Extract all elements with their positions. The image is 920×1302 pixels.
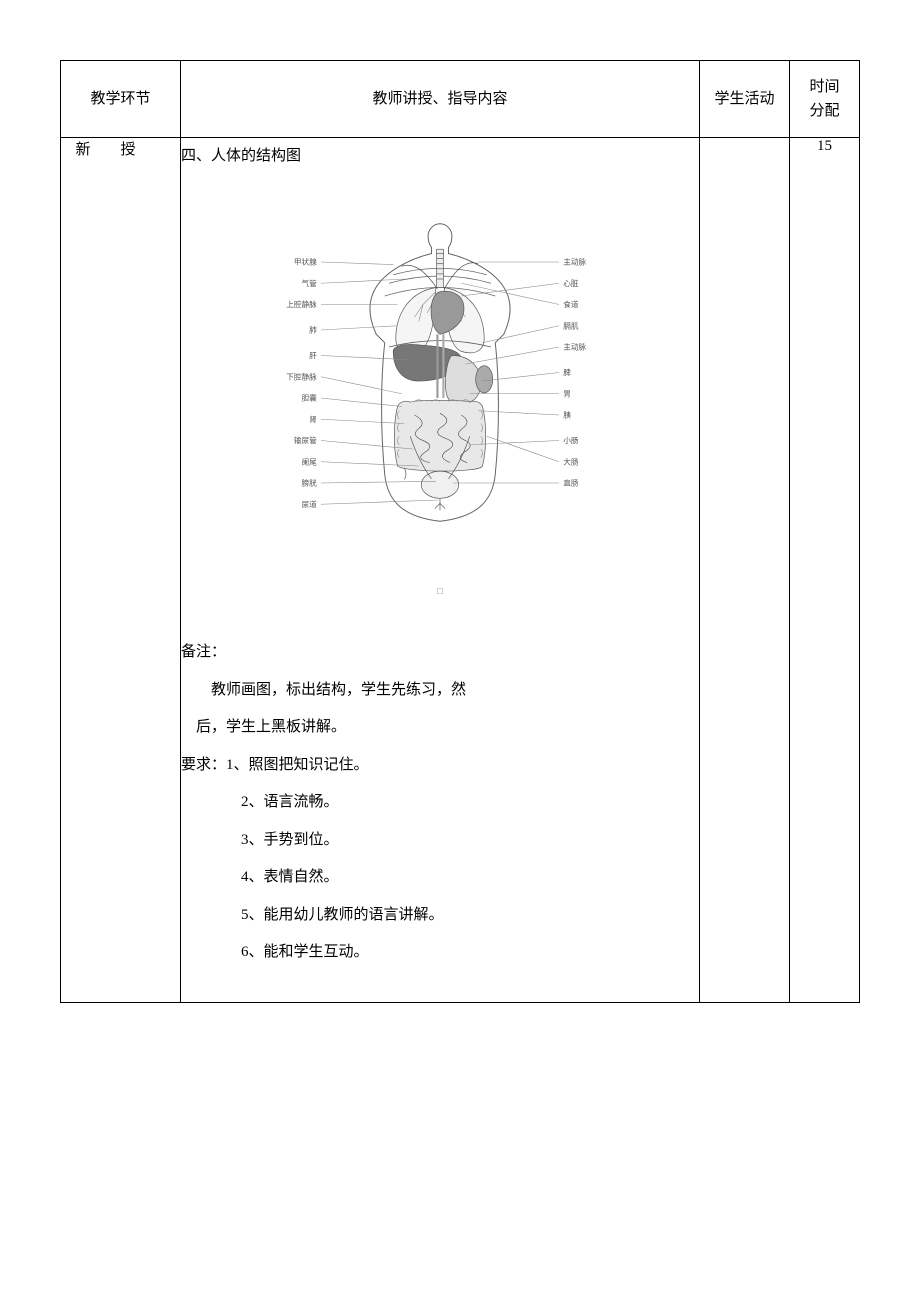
trachea (437, 249, 444, 287)
anatomy-label-right: 主动脉 (563, 341, 586, 351)
anatomy-label-left: 甲状腺 (294, 256, 317, 266)
req-5: 5、能用幼儿教师的语言讲解。 (181, 897, 699, 935)
anatomy-label-right: 小肠 (563, 436, 579, 445)
anatomy-label-right: 主动脉 (563, 256, 586, 266)
req-6: 6、能和学生互动。 (181, 934, 699, 972)
anatomy-svg: 甲状腺气管上腔静脉肺肝下腔静脉胆囊肾输尿管阑尾膀胱尿道 主动脉心脏食道膈肌主动脉… (270, 186, 610, 576)
req-4: 4、表情自然。 (181, 859, 699, 897)
header-col-activity: 学生活动 (700, 61, 790, 138)
anatomy-label-left: 气管 (301, 277, 317, 287)
note-text-2: 后，学生上黑板讲解。 (181, 709, 699, 747)
spleen (476, 365, 493, 392)
note-label: 备注： (181, 634, 699, 672)
anatomy-label-right: 胃 (563, 389, 571, 398)
anatomy-label-left: 输尿管 (294, 435, 317, 445)
anatomy-label-left: 肝 (309, 351, 317, 360)
anatomy-label-right: 膈肌 (563, 321, 579, 330)
page-marker: □ (181, 579, 699, 604)
req-label: 要求：1、照图把知识记住。 (181, 747, 699, 785)
lesson-plan-table: 教学环节 教师讲授、指导内容 学生活动 时间 分配 新授 四、人体的结构图 (60, 60, 860, 1003)
anatomy-label-left: 上腔静脉 (286, 299, 317, 309)
req-3: 3、手势到位。 (181, 822, 699, 860)
anatomy-label-left: 膀胱 (301, 477, 317, 487)
anatomy-label-right: 食道 (563, 299, 579, 309)
lung-left (396, 287, 436, 352)
anatomy-label-right: 脾 (563, 367, 571, 377)
header-time-line2: 分配 (798, 99, 851, 123)
header-time-line1: 时间 (798, 75, 851, 99)
note-text-1: 教师画图，标出结构，学生先练习，然 (181, 672, 699, 710)
anatomy-label-left: 肺 (309, 325, 317, 334)
left-labels-group: 甲状腺气管上腔静脉肺肝下腔静脉胆囊肾输尿管阑尾膀胱尿道 (286, 256, 438, 508)
anatomy-label-left: 尿道 (301, 498, 317, 508)
anatomy-label-left: 下腔静脉 (286, 371, 317, 381)
anatomy-label-right: 直肠 (563, 477, 579, 487)
activity-cell (700, 138, 790, 1003)
content-row: 新授 四、人体的结构图 (61, 138, 860, 1003)
header-col-content: 教师讲授、指导内容 (181, 61, 700, 138)
header-col-stage: 教学环节 (61, 61, 181, 138)
anatomy-label-left: 胆囊 (301, 392, 317, 402)
anatomy-label-right: 心脏 (563, 277, 579, 287)
anatomy-label-right: 大肠 (563, 456, 579, 466)
stage-cell: 新授 (61, 138, 181, 1003)
section-title: 四、人体的结构图 (181, 138, 699, 176)
header-row: 教学环节 教师讲授、指导内容 学生活动 时间 分配 (61, 61, 860, 138)
anatomy-label-right: 胰 (563, 409, 571, 419)
anatomy-label-left: 阑尾 (301, 456, 317, 466)
anatomy-label-left: 肾 (309, 414, 317, 423)
header-col-time: 时间 分配 (790, 61, 860, 138)
time-cell: 15 (790, 138, 860, 1003)
content-cell: 四、人体的结构图 (181, 138, 700, 1003)
appendix (404, 467, 406, 479)
req-2: 2、语言流畅。 (181, 784, 699, 822)
bladder (421, 471, 458, 498)
anatomy-diagram: 甲状腺气管上腔静脉肺肝下腔静脉胆囊肾输尿管阑尾膀胱尿道 主动脉心脏食道膈肌主动脉… (181, 186, 699, 605)
